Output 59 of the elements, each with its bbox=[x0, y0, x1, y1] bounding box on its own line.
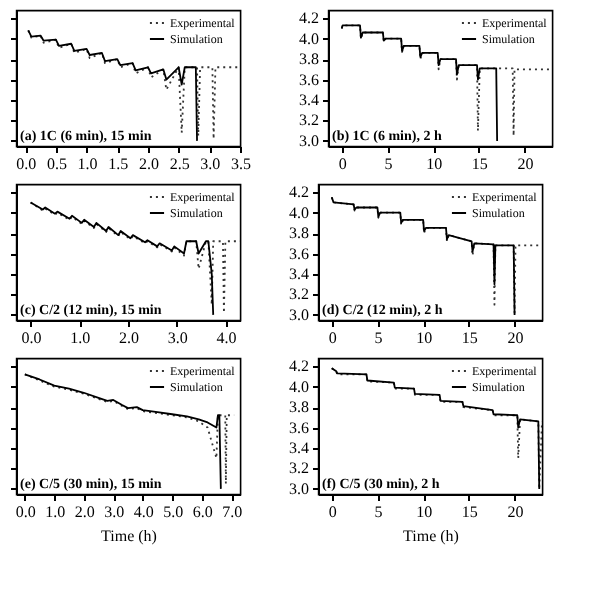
x-tick-label: 15 bbox=[461, 503, 478, 521]
y-tick-label: 3.0 bbox=[289, 479, 309, 498]
x-tick-label: 0 bbox=[338, 155, 347, 173]
x-tick-label: 0.0 bbox=[15, 503, 36, 521]
y-tick-label: 3.4 bbox=[299, 90, 319, 109]
x-tick-label: 4.0 bbox=[133, 503, 154, 521]
x-tick-label: 7.0 bbox=[222, 503, 243, 521]
x-tick-label: 1.0 bbox=[70, 329, 91, 347]
y-tick-label: 3.2 bbox=[289, 285, 309, 304]
x-tick-label: 10 bbox=[416, 329, 433, 347]
x-tick-label: 5 bbox=[384, 155, 393, 173]
x-tick-label: 3.0 bbox=[167, 329, 188, 347]
x-tick-label: 2.0 bbox=[138, 155, 159, 173]
x-tick-label: 10 bbox=[426, 155, 443, 173]
x-tick-label: 3.0 bbox=[200, 155, 221, 173]
x-tick-label: 0.0 bbox=[21, 329, 42, 347]
x-tick-label: 0 bbox=[328, 503, 337, 521]
x-tick-label: 20 bbox=[507, 329, 524, 347]
y-tick-label: 3.8 bbox=[289, 224, 309, 243]
x-tick-label: 4.0 bbox=[216, 329, 237, 347]
y-tick-label: 3.6 bbox=[289, 244, 309, 263]
x-axis-title: Time (h) bbox=[403, 527, 460, 545]
y-tick-label: 3.0 bbox=[299, 131, 319, 150]
y-tick-label: 3.4 bbox=[289, 264, 309, 283]
x-tick-label: 3.0 bbox=[104, 503, 125, 521]
x-tick-label: 1.0 bbox=[45, 503, 66, 521]
y-tick-label: 4.0 bbox=[289, 377, 309, 396]
y-tick-label: 3.6 bbox=[299, 70, 319, 89]
x-tick-label: 0 bbox=[328, 329, 337, 347]
y-tick-label: 3.4 bbox=[289, 438, 309, 457]
x-tick-label: 5.0 bbox=[163, 503, 184, 521]
y-tick-label: 4.0 bbox=[299, 29, 319, 48]
x-tick-label: 10 bbox=[416, 503, 433, 521]
x-tick-label: 0.0 bbox=[16, 155, 37, 173]
x-tick-label: 15 bbox=[471, 155, 488, 173]
y-tick-label: 3.0 bbox=[289, 305, 309, 324]
y-tick-label: 3.6 bbox=[289, 418, 309, 437]
x-tick-label: 1.5 bbox=[108, 155, 129, 173]
y-tick-label: 4.0 bbox=[289, 203, 309, 222]
y-tick-label: 3.8 bbox=[299, 50, 319, 69]
y-tick-label: 4.2 bbox=[299, 9, 319, 28]
x-tick-label: 5 bbox=[374, 503, 383, 521]
x-tick-label: 2.0 bbox=[74, 503, 95, 521]
x-tick-label: 2.5 bbox=[169, 155, 190, 173]
y-tick-label: 4.2 bbox=[289, 183, 309, 202]
y-tick-label: 3.8 bbox=[289, 398, 309, 417]
x-tick-label: 15 bbox=[461, 329, 478, 347]
x-tick-label: 2.0 bbox=[119, 329, 139, 347]
x-tick-label: 3.5 bbox=[231, 155, 251, 173]
x-tick-label: 20 bbox=[507, 503, 524, 521]
y-tick-label: 3.2 bbox=[289, 459, 309, 478]
y-tick-label: 4.2 bbox=[289, 357, 309, 376]
x-axis-title: Time (h) bbox=[101, 527, 158, 545]
x-tick-label: 1.0 bbox=[77, 155, 98, 173]
y-tick-label: 3.2 bbox=[299, 111, 319, 130]
x-tick-label: 20 bbox=[517, 155, 534, 173]
x-tick-label: 6.0 bbox=[192, 503, 213, 521]
x-tick-label: 5 bbox=[374, 329, 383, 347]
x-tick-label: 0.5 bbox=[46, 155, 67, 173]
